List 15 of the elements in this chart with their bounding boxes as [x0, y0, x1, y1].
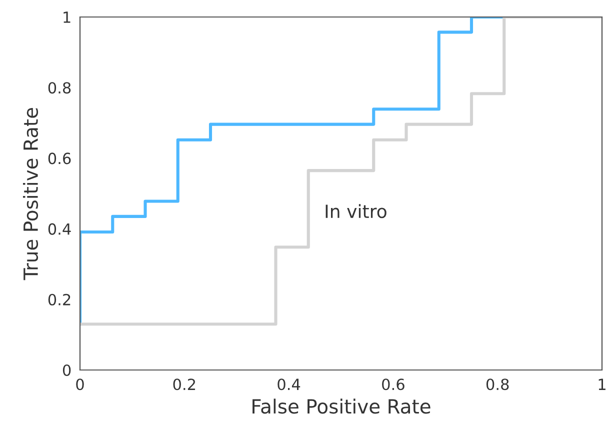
x-tick-label: 0.6 [382, 378, 404, 390]
y-tick-label: 0.2 [48, 294, 70, 306]
x-tick-label: 0.2 [173, 378, 196, 390]
y-tick-label: 1 [64, 12, 70, 23]
y-tick-label: 0 [62, 364, 71, 376]
series-label: In vitro [326, 204, 386, 218]
y-tick-label: 0.8 [48, 82, 71, 94]
x-tick-label: 1 [598, 378, 606, 390]
y-axis-title: True Positive Rate [22, 108, 38, 280]
x-tick-label: 0.4 [278, 378, 300, 390]
x-tick-label: 0.8 [486, 378, 509, 390]
y-tick-label: 0.6 [48, 152, 71, 164]
x-tick-label: 0 [76, 378, 84, 390]
y-tick-label: 0.4 [48, 223, 71, 235]
x-axis-title: False Positive Rate [252, 398, 430, 414]
